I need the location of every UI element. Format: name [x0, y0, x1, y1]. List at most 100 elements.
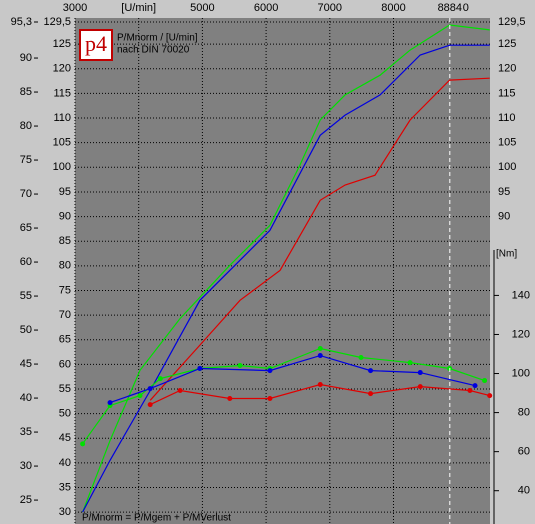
series-marker	[317, 381, 323, 387]
x-tick-label: 3000	[63, 2, 87, 14]
y3-tick-label: 95,3	[11, 16, 32, 28]
series-marker	[197, 365, 203, 371]
series-marker	[368, 368, 374, 374]
series-marker	[417, 370, 423, 376]
x-tick-label: 7000	[318, 2, 342, 14]
series-line	[82, 347, 485, 445]
y3-tick-label: 80	[20, 120, 32, 132]
y-tick-label: 70	[59, 309, 71, 321]
series-line	[82, 44, 490, 513]
series-marker	[237, 363, 243, 369]
series-marker	[317, 346, 323, 352]
y-tick-label: 35	[59, 481, 71, 493]
y-tick-label: 30	[59, 506, 71, 518]
series-marker	[482, 378, 488, 384]
series-line	[149, 77, 490, 401]
y3-tick-label: 70	[20, 188, 32, 200]
series-marker	[472, 383, 478, 389]
curves	[80, 24, 493, 513]
cursor-label: 8884	[438, 2, 462, 14]
y2-tick-label: 80	[518, 406, 530, 418]
y-tick-label: 90	[59, 210, 71, 222]
y-tick-label: 50	[59, 408, 71, 420]
x-tick-label: 5000	[190, 2, 214, 14]
y-tick-label-right: 129,5	[498, 16, 526, 28]
y-tick-label: 65	[59, 334, 71, 346]
y3-tick-label: 35	[20, 426, 32, 438]
y-tick-label: 115	[53, 87, 71, 99]
y2-tick-label: 60	[518, 446, 530, 458]
chart-subtitle: nach DIN 70020	[117, 45, 190, 56]
series-marker	[368, 391, 374, 397]
series-marker	[147, 386, 153, 392]
x-tick-label: 6000	[254, 2, 278, 14]
series-marker	[358, 355, 364, 361]
series-marker	[107, 400, 113, 406]
series-marker	[137, 393, 143, 399]
y3-tick-label: 85	[20, 86, 32, 98]
series-marker	[467, 388, 473, 394]
y3-tick-label: 25	[20, 494, 32, 506]
y3-tick-label: 45	[20, 358, 32, 370]
y-tick-label: 95	[59, 186, 71, 198]
series-marker	[267, 368, 273, 374]
y3-tick-label: 30	[20, 460, 32, 472]
series-marker	[487, 393, 493, 399]
y3-tick-label: 75	[20, 154, 32, 166]
plot-area	[75, 18, 490, 524]
y2-label: [Nm]	[496, 249, 517, 260]
y-tick-label: 110	[53, 112, 71, 124]
y2-tick-label: 100	[512, 367, 530, 379]
grid	[74, 18, 490, 524]
y-tick-label: 125	[53, 38, 71, 50]
footer: P/Mnorm = P/Mgem + P/MVerlust	[82, 513, 231, 524]
y-tick-label: 100	[53, 161, 71, 173]
x-tick-label: [U/min]	[121, 2, 156, 14]
y3-tick-label: 40	[20, 392, 32, 404]
y-tick-label-right: 125	[498, 38, 516, 50]
y-tick-label-right: 95	[498, 186, 510, 198]
series-marker	[80, 441, 86, 447]
series-marker	[157, 376, 163, 382]
y2-tick-label: 140	[512, 289, 530, 301]
y-tick-label: 60	[59, 358, 71, 370]
y-tick-label: 45	[59, 432, 71, 444]
y-tick-label-right: 115	[498, 87, 516, 99]
cursor-readout: 0	[463, 2, 469, 14]
y-tick-label: 55	[59, 383, 71, 395]
y3-tick-label: 55	[20, 290, 32, 302]
y3-tick-label: 90	[20, 52, 32, 64]
y-tick-label: 80	[59, 260, 71, 272]
chart-title: P/Mnorm / [U/min]	[117, 33, 198, 44]
logo: p4	[85, 31, 107, 56]
y-tick-label: 75	[59, 284, 71, 296]
y2-tick-label: 40	[518, 485, 530, 497]
logo-box	[79, 29, 113, 61]
y-tick-label: 85	[59, 235, 71, 247]
y-tick-label-right: 105	[498, 137, 516, 149]
y-tick-label: 40	[59, 457, 71, 469]
series-marker	[227, 396, 233, 402]
series-marker	[417, 384, 423, 390]
y2-tick-label: 120	[512, 328, 530, 340]
y3-tick-label: 65	[20, 222, 32, 234]
y3-tick-label: 60	[20, 256, 32, 268]
y-tick-label-right: 120	[498, 63, 516, 75]
y-tick-label-right: 90	[498, 210, 510, 222]
series-marker	[267, 396, 273, 402]
series-marker	[177, 388, 183, 394]
series-line	[109, 354, 476, 404]
series-marker	[147, 402, 153, 408]
y-tick-label: 105	[53, 137, 71, 149]
x-tick-label: 8000	[381, 2, 405, 14]
y3-tick-label: 50	[20, 324, 32, 336]
y-tick-label: 129,5	[43, 16, 71, 28]
y-tick-label: 120	[53, 63, 71, 75]
series-marker	[317, 353, 323, 359]
series-line	[82, 24, 490, 513]
y-tick-label-right: 110	[498, 112, 516, 124]
y-tick-label-right: 100	[498, 161, 516, 173]
series-marker	[407, 360, 413, 366]
